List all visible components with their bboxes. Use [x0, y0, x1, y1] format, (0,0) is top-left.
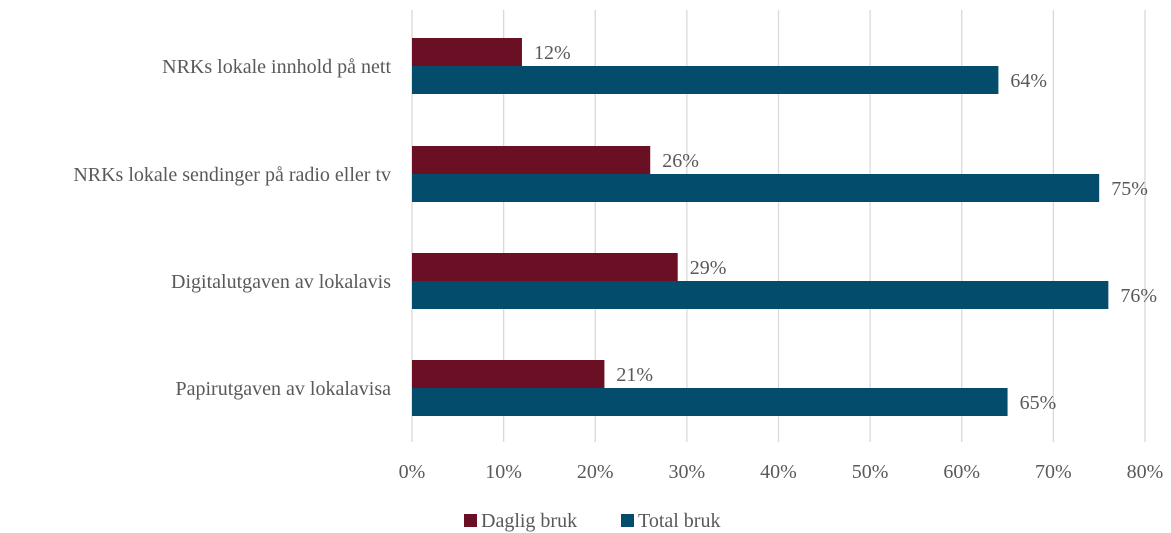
- x-axis-tick-labels: 0% 10% 20% 30% 40% 50% 60% 70% 80%: [399, 461, 1164, 483]
- legend-label: Total bruk: [638, 510, 720, 532]
- category-label: NRKs lokale innhold på nett: [162, 56, 391, 78]
- total-bruk-bar: [412, 388, 1008, 416]
- data-label: 76%: [1120, 285, 1157, 307]
- daglig-bruk-bar: [412, 146, 651, 174]
- daglig-bruk-bar: [412, 253, 678, 281]
- x-tick-label: 10%: [485, 461, 522, 483]
- x-tick-label: 50%: [852, 461, 889, 483]
- legend-swatch: [621, 514, 634, 527]
- category-label: NRKs lokale sendinger på radio eller tv: [73, 164, 391, 186]
- data-label: 64%: [1010, 70, 1047, 92]
- data-label: 21%: [616, 364, 653, 386]
- total-bruk-bar: [412, 281, 1109, 309]
- legend-label: Daglig bruk: [481, 510, 577, 532]
- category-label: Papirutgaven av lokalavisa: [176, 378, 392, 400]
- category-label: Digitalutgaven av lokalavis: [171, 271, 391, 293]
- data-label: 26%: [662, 150, 699, 172]
- data-label: 29%: [690, 257, 727, 279]
- x-tick-label: 0%: [399, 461, 426, 483]
- x-tick-label: 30%: [669, 461, 706, 483]
- data-label: 12%: [534, 42, 571, 64]
- legend-swatch: [464, 514, 477, 527]
- daglig-bruk-bar: [412, 360, 605, 388]
- x-tick-label: 40%: [760, 461, 797, 483]
- daglig-bruk-bar: [412, 38, 522, 66]
- x-tick-label: 70%: [1035, 461, 1072, 483]
- x-tick-label: 60%: [943, 461, 980, 483]
- legend: Daglig bruk Total bruk: [464, 510, 720, 532]
- bars: [412, 38, 1109, 416]
- data-label: 75%: [1111, 178, 1148, 200]
- data-label: 65%: [1020, 392, 1057, 414]
- total-bruk-bar: [412, 66, 999, 94]
- data-labels: 12% 26% 29% 21% 64% 75% 76% 65%: [534, 42, 1157, 414]
- category-labels: NRKs lokale innhold på nett NRKs lokale s…: [73, 56, 391, 400]
- x-tick-label: 80%: [1127, 461, 1164, 483]
- x-tick-label: 20%: [577, 461, 614, 483]
- total-bruk-bar: [412, 174, 1100, 202]
